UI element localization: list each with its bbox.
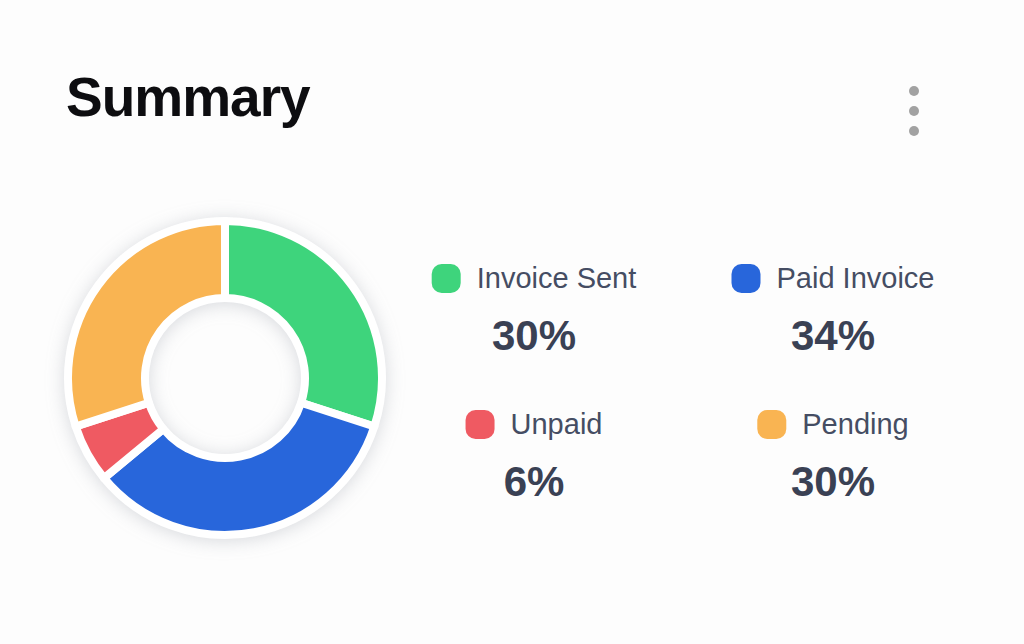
legend-item-invoice-sent: Invoice Sent 30% <box>432 264 637 357</box>
legend-item-unpaid: Unpaid 6% <box>466 410 603 503</box>
legend-item-header: Pending <box>757 410 908 439</box>
legend-value: 34% <box>791 315 875 357</box>
legend-label: Unpaid <box>511 410 603 439</box>
kebab-dot-icon <box>909 126 919 136</box>
legend-swatch-paid-invoice <box>732 264 761 293</box>
legend-item-paid-invoice: Paid Invoice 34% <box>732 264 935 357</box>
legend-item-header: Unpaid <box>466 410 603 439</box>
legend-swatch-pending <box>757 410 786 439</box>
legend-item-pending: Pending 30% <box>757 410 908 503</box>
legend-value: 6% <box>504 461 565 503</box>
card-title: Summary <box>66 70 310 125</box>
legend-item-header: Invoice Sent <box>432 264 637 293</box>
donut-segment-pending[interactable] <box>68 221 225 427</box>
legend-value: 30% <box>492 315 576 357</box>
legend-label: Invoice Sent <box>477 264 637 293</box>
legend-swatch-unpaid <box>466 410 495 439</box>
more-options-button[interactable] <box>899 80 929 142</box>
donut-chart <box>60 213 390 543</box>
legend-label: Pending <box>802 410 908 439</box>
legend-item-header: Paid Invoice <box>732 264 935 293</box>
legend-label: Paid Invoice <box>777 264 935 293</box>
legend-swatch-invoice-sent <box>432 264 461 293</box>
kebab-dot-icon <box>909 106 919 116</box>
donut-segment-invoice-sent[interactable] <box>225 221 382 427</box>
legend-value: 30% <box>791 461 875 503</box>
summary-card: Summary Invoice Sent 30% Paid Invoice 34… <box>0 0 1024 644</box>
kebab-dot-icon <box>909 86 919 96</box>
